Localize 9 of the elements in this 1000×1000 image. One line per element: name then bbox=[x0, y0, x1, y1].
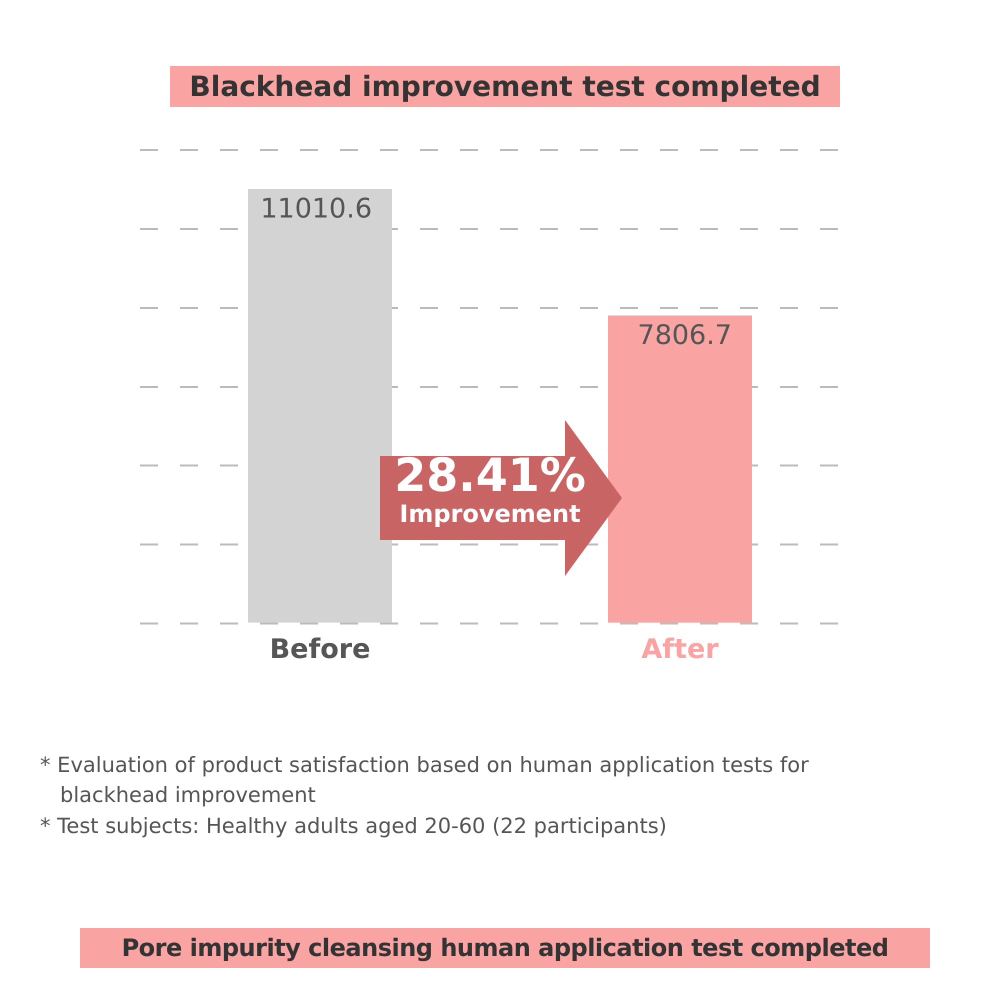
chart-title: Blackhead improvement test completed bbox=[170, 66, 840, 107]
text: * Test subjects: Healthy adults aged 20-60 (22 participants) bbox=[40, 812, 668, 840]
annotation: 28.41% Improvement bbox=[393, 448, 587, 528]
text: * Evaluation of product satisfaction based on human application tests for blackhead improvement bbox=[40, 752, 810, 810]
x-tick-label: After bbox=[641, 634, 720, 665]
x-tick-label: Before bbox=[270, 634, 370, 665]
data-label: 7806.7 bbox=[638, 320, 732, 352]
data-label: 11010.6 bbox=[260, 194, 372, 225]
text: Pore impurity cleansing human application test completed bbox=[80, 928, 930, 968]
